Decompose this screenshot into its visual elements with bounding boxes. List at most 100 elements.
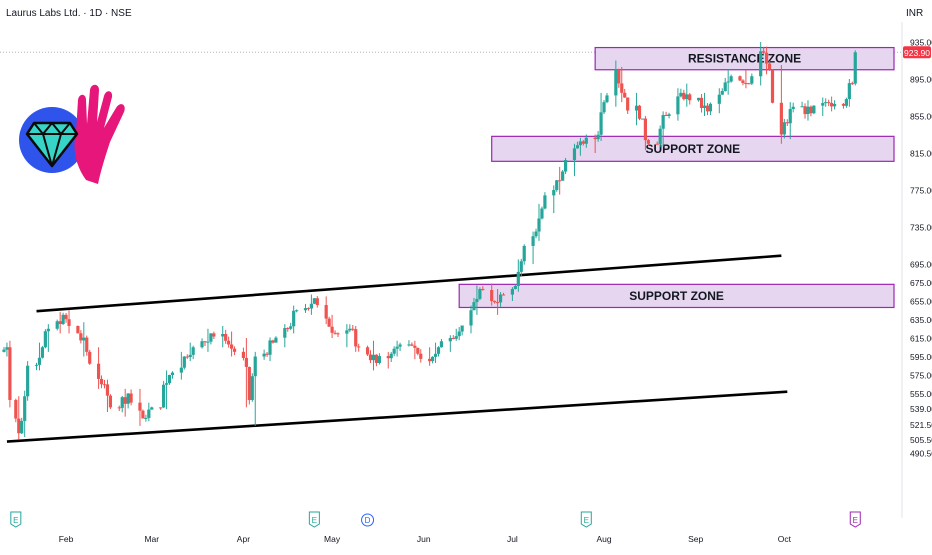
earnings-event-icon[interactable]: E bbox=[308, 511, 320, 528]
candle-body bbox=[558, 180, 562, 182]
y-tick-label: 895.00 bbox=[910, 75, 932, 85]
candle-body bbox=[767, 63, 772, 70]
candle-body bbox=[162, 384, 166, 408]
candle-body bbox=[212, 333, 216, 337]
candle-body bbox=[561, 171, 565, 181]
candle-body bbox=[572, 148, 577, 160]
y-tick-label: 490.50 bbox=[910, 449, 932, 459]
candle-body bbox=[841, 103, 846, 106]
candle-body bbox=[141, 410, 145, 419]
candle-body bbox=[623, 92, 627, 98]
candle-body bbox=[702, 105, 707, 108]
candle-body bbox=[306, 308, 311, 310]
zone-label-0: RESISTANCE ZONE bbox=[688, 52, 801, 66]
candle-body bbox=[283, 328, 287, 338]
candle-body bbox=[800, 106, 804, 108]
y-tick-label: 675.00 bbox=[910, 278, 932, 288]
candle-body bbox=[40, 347, 45, 358]
candle-body bbox=[357, 346, 361, 348]
candle-body bbox=[407, 344, 411, 346]
candle-body bbox=[853, 52, 857, 84]
candle-body bbox=[664, 115, 668, 117]
candle-body bbox=[596, 134, 600, 140]
x-tick-label: Jul bbox=[507, 534, 518, 544]
x-tick-label: May bbox=[324, 534, 341, 544]
candle-body bbox=[708, 103, 713, 112]
candle-body bbox=[478, 288, 482, 299]
candle-body bbox=[602, 102, 606, 113]
x-tick-label: Aug bbox=[596, 534, 611, 544]
candle-body bbox=[274, 337, 278, 343]
candle-body bbox=[832, 103, 837, 107]
y-tick-label: 935.00 bbox=[910, 38, 932, 48]
candle-body bbox=[593, 137, 597, 140]
candle-body bbox=[232, 348, 237, 352]
candle-body bbox=[76, 325, 80, 334]
candle-body bbox=[655, 143, 659, 145]
candle-body bbox=[469, 310, 473, 326]
candle-body bbox=[303, 308, 308, 311]
candle-body bbox=[292, 310, 296, 327]
candle-body bbox=[368, 354, 373, 361]
candle-body bbox=[764, 52, 769, 64]
candle-body bbox=[345, 330, 349, 334]
candle-body bbox=[513, 285, 517, 289]
candle-body bbox=[617, 69, 621, 84]
earnings-upcoming-event-icon[interactable]: E bbox=[849, 511, 861, 528]
candle-body bbox=[605, 95, 609, 103]
earnings-event-icon[interactable]: E bbox=[10, 511, 22, 528]
candle-body bbox=[803, 106, 807, 115]
candle-body bbox=[785, 122, 789, 124]
candle-body bbox=[209, 333, 213, 342]
zone-rect-2 bbox=[458, 283, 895, 309]
candle-body bbox=[451, 338, 455, 339]
candle-body bbox=[637, 105, 642, 119]
candle-body bbox=[791, 106, 795, 110]
candle-body bbox=[315, 298, 319, 306]
candle-body bbox=[286, 328, 290, 330]
candle-body bbox=[581, 141, 585, 144]
candle-body bbox=[108, 395, 113, 408]
candle-body bbox=[61, 314, 65, 324]
candle-body bbox=[392, 348, 396, 354]
candle-body bbox=[759, 51, 763, 77]
candle-body bbox=[374, 354, 379, 363]
x-tick-label: Sep bbox=[688, 534, 703, 544]
candle-body bbox=[191, 347, 195, 355]
candle-body bbox=[336, 333, 340, 335]
candle-body bbox=[667, 114, 671, 116]
earnings-event-icon[interactable]: E bbox=[580, 511, 592, 528]
candle-body bbox=[167, 375, 172, 384]
candle-body bbox=[224, 333, 228, 341]
candle-body bbox=[788, 109, 792, 124]
candle-body bbox=[34, 364, 39, 366]
candle-body bbox=[416, 347, 420, 354]
y-tick-label: 695.00 bbox=[910, 260, 932, 270]
candle-body bbox=[688, 94, 692, 101]
candle-body bbox=[620, 83, 624, 93]
candle-body bbox=[88, 351, 92, 364]
candle-body bbox=[348, 328, 352, 331]
candle-body bbox=[543, 195, 547, 209]
candle-body bbox=[67, 319, 71, 326]
candle-body bbox=[330, 326, 334, 333]
candle-body bbox=[779, 102, 783, 135]
candle-body bbox=[658, 128, 662, 144]
y-tick-label: 635.00 bbox=[910, 315, 932, 325]
candle-body bbox=[626, 97, 630, 111]
candle-body bbox=[457, 331, 461, 337]
candle-body bbox=[460, 325, 464, 332]
zone-rect-0 bbox=[594, 46, 895, 71]
candle-body bbox=[824, 102, 828, 104]
event-icon-letter: E bbox=[312, 516, 317, 525]
candle-body bbox=[123, 397, 127, 404]
candle-body bbox=[324, 305, 328, 319]
candle-body bbox=[661, 115, 665, 129]
zone-label-1: SUPPORT ZONE bbox=[646, 142, 741, 156]
candle-body bbox=[85, 337, 89, 352]
candle-body bbox=[82, 337, 86, 341]
dividend-event-icon[interactable]: D bbox=[361, 513, 375, 527]
candle-body bbox=[578, 141, 582, 146]
chart-title: Laurus Labs Ltd. · 1D · NSE bbox=[6, 8, 132, 19]
